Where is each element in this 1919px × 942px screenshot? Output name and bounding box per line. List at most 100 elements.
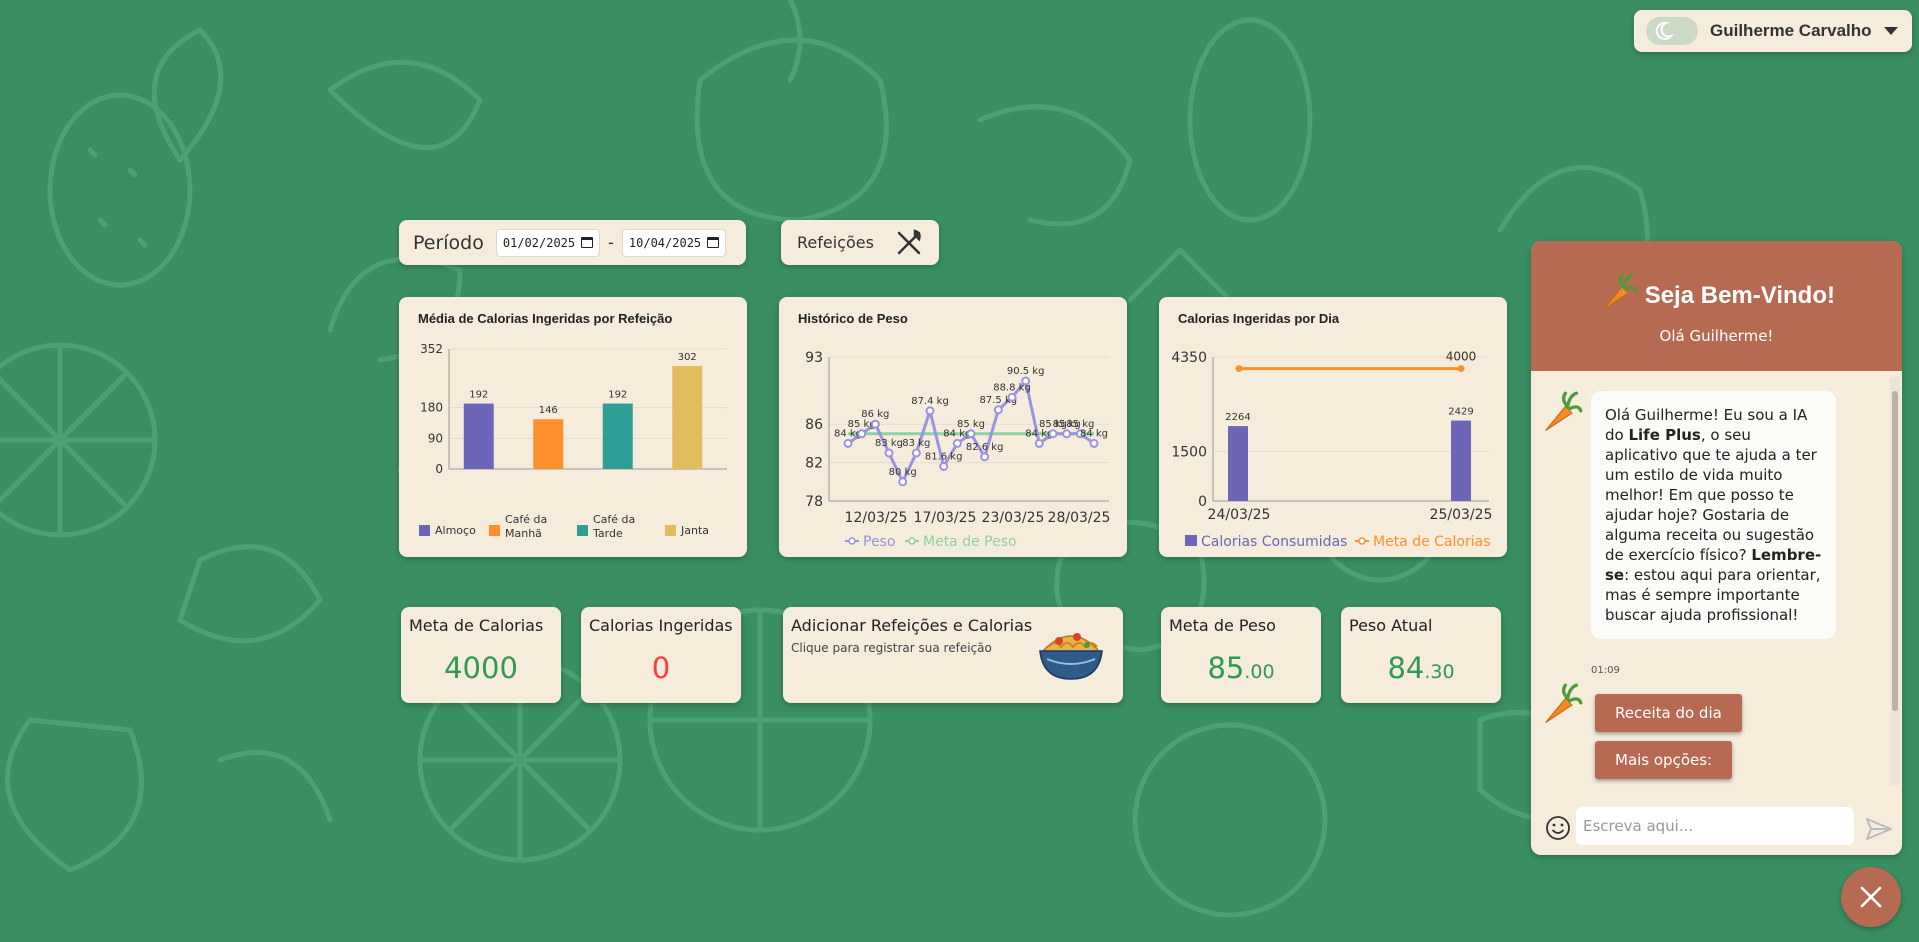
daily-calories-chart: Calorias Ingeridas por Dia 4350 1500 0 2264… (1159, 297, 1507, 557)
chat-subtitle: Olá Guilherme! (1659, 327, 1774, 345)
caret-down-icon[interactable] (1883, 26, 1898, 36)
y-tick-label: 0 (435, 462, 443, 476)
peso-point (966, 429, 976, 439)
bar (1228, 426, 1248, 501)
point-label: 88.8 kg (993, 382, 1031, 393)
legend-marker (1358, 537, 1366, 545)
peso-point (1034, 438, 1044, 448)
add-meal-subtitle: Clique para registrar sua refeição (791, 641, 992, 655)
peso-point (884, 448, 894, 458)
point-label: 90.5 kg (1007, 366, 1045, 377)
x-tick-label: 17/03/25 (914, 510, 977, 526)
bar (672, 366, 703, 469)
point-label: 80 kg (889, 467, 917, 478)
recipe-of-day-button[interactable]: Receita do dia (1595, 694, 1742, 732)
point-label: 82.6 kg (966, 442, 1004, 453)
message-brand: Life Plus (1628, 426, 1701, 444)
point-label: 84 kg (943, 428, 971, 439)
end-date-input[interactable]: 10/04/2025 (621, 228, 727, 257)
point-label: 85 kg (1039, 419, 1067, 430)
send-icon[interactable] (1865, 817, 1893, 841)
stat-dec: .30 (1424, 661, 1455, 683)
user-name: Guilherme Carvalho (1710, 21, 1872, 40)
meta-calorias-card: Meta de Calorias 4000 (401, 607, 561, 703)
more-options-button[interactable]: Mais opções: (1595, 741, 1733, 779)
close-chat-button[interactable] (1841, 867, 1901, 927)
scrollbar-thumb[interactable] (1892, 391, 1898, 711)
meta-value-label: 4000 (1446, 350, 1477, 364)
date-separator: - (608, 233, 614, 252)
calendar-icon[interactable] (707, 237, 720, 248)
peso-atual-card: Peso Atual 84.30 (1341, 607, 1501, 703)
stat-label: Peso Atual (1349, 616, 1433, 635)
daily-calories-svg: 4350 1500 0 2264 2429 4000 24/03/25 25/03/25 Cal… (1171, 350, 1493, 550)
peso-point (1062, 429, 1072, 439)
point-label: 86 kg (861, 409, 889, 420)
chart-title: Média de Calorias Ingeridas por Refeição (418, 311, 673, 326)
legend-label: Peso (863, 534, 895, 550)
chat-title-text: Seja Bem-Vindo! (1644, 282, 1835, 309)
chat-message: Olá Guilherme! Eu sou a IA do Life Plus,… (1591, 391, 1836, 639)
x-tick-label: 25/03/25 (1430, 507, 1493, 523)
user-menu[interactable]: Guilherme Carvalho (1634, 10, 1912, 52)
stat-value: 4000 (444, 651, 518, 685)
meals-label: Refeições (797, 233, 874, 252)
legend-label: Almoço (435, 524, 476, 537)
bar (463, 403, 494, 469)
chat-input[interactable]: Escreva aqui... (1576, 807, 1854, 845)
x-tick-label: 12/03/25 (845, 510, 908, 526)
peso-point (1075, 429, 1085, 439)
carrot-icon (1603, 273, 1638, 310)
point-label: 85 kg (957, 419, 985, 430)
calorias-ingeridas-card: Calorias Ingeridas 0 (581, 607, 741, 703)
start-date-value: 01/02/2025 (502, 235, 576, 250)
fork-knife-icon (897, 228, 921, 254)
stat-int: 85 (1207, 651, 1245, 685)
add-meal-card[interactable]: Adicionar Refeições e Calorias Clique pa… (783, 607, 1123, 703)
start-date-input[interactable]: 01/02/2025 (495, 228, 601, 257)
moon-icon (1655, 21, 1674, 40)
peso-point (1021, 376, 1031, 386)
peso-point (1048, 429, 1058, 439)
legend-label: Meta de Calorias (1373, 534, 1491, 550)
peso-point (925, 406, 935, 416)
theme-toggle[interactable] (1646, 17, 1698, 45)
point-label: 85 kg (1066, 419, 1094, 430)
y-tick-label: 180 (420, 401, 443, 415)
stat-label: Meta de Calorias (409, 616, 544, 635)
bar (1451, 420, 1471, 501)
end-date-value: 10/04/2025 (628, 235, 702, 250)
y-tick-label: 86 (805, 417, 823, 433)
avg-calories-chart: Média de Calorias Ingeridas por Refeição… (399, 297, 747, 557)
peso-point (1089, 438, 1099, 448)
stat-dec: .00 (1244, 661, 1275, 683)
legend-label: Tarde (592, 527, 623, 540)
point-label: 87.5 kg (980, 395, 1018, 406)
meals-button[interactable]: Refeições (781, 220, 939, 265)
bar-value-label: 192 (469, 390, 488, 401)
point-label: 84 kg (834, 428, 862, 439)
emoji-icon[interactable] (1545, 815, 1571, 841)
bar-value-label: 2264 (1225, 412, 1250, 423)
bar (602, 403, 633, 469)
chat-scrollbar[interactable] (1890, 377, 1900, 785)
message-text: Olá Guilherme! Eu sou a IA do (1605, 406, 1808, 444)
point-label: 84 kg (1025, 428, 1053, 439)
y-tick-label: 78 (805, 494, 823, 510)
peso-point (911, 448, 921, 458)
peso-point (1007, 392, 1017, 402)
bar-value-label: 146 (539, 405, 558, 416)
legend-label: Café da (505, 513, 547, 526)
y-tick-label: 93 (805, 350, 823, 366)
x-tick-label: 24/03/25 (1208, 507, 1271, 523)
calendar-icon[interactable] (581, 237, 594, 248)
close-icon (1860, 886, 1882, 908)
legend-label: Janta (680, 524, 709, 537)
add-meal-title: Adicionar Refeições e Calorias (791, 616, 1033, 635)
meta-peso-card: Meta de Peso 85.00 (1161, 607, 1321, 703)
legend-label: Meta de Peso (923, 534, 1017, 550)
carrot-icon (1545, 683, 1583, 724)
legend-label: Café da (593, 513, 635, 526)
